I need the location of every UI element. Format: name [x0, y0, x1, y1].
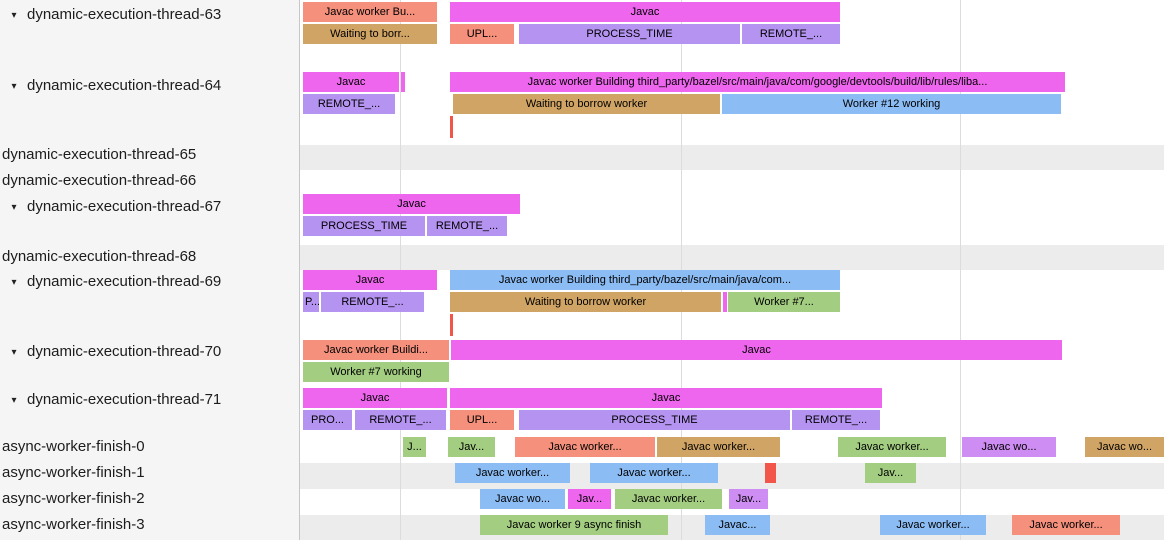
slice-bar[interactable]: Javac worker Building third_party/bazel/… [450, 72, 1065, 92]
slice-bar[interactable]: Javac [303, 72, 399, 92]
slice-bar[interactable]: Jav... [865, 463, 916, 483]
slice-bar[interactable]: Worker #7 working [303, 362, 449, 382]
slice-bar[interactable]: Javac worker... [657, 437, 780, 457]
slice-bar[interactable]: REMOTE_... [792, 410, 880, 430]
track-name: async-worker-finish-3 [2, 516, 145, 533]
row-band [300, 145, 1164, 170]
slice-bar[interactable]: Javac worker... [615, 489, 722, 509]
collapse-arrow-icon[interactable]: ▾ [11, 347, 17, 358]
slice-bar[interactable]: Worker #12 working [722, 94, 1061, 114]
slice-bar[interactable]: Jav... [448, 437, 495, 457]
track-label[interactable]: async-worker-finish-2 [0, 488, 145, 510]
slice-bar[interactable]: Javac [450, 2, 840, 22]
track-label[interactable]: dynamic-execution-thread-68 [0, 246, 196, 268]
slice-bar[interactable]: Jav... [568, 489, 611, 509]
slice-bar[interactable]: Javac worker... [590, 463, 718, 483]
slice-bar[interactable]: Javac... [705, 515, 770, 535]
slice-bar[interactable]: Javac [451, 340, 1062, 360]
slice-bar[interactable]: Javac worker Building third_party/bazel/… [450, 270, 840, 290]
slice-bar[interactable]: PROCESS_TIME [303, 216, 425, 236]
track-label[interactable]: ▾ dynamic-execution-thread-69 [0, 271, 221, 293]
slice-bar[interactable]: Javac worker... [1012, 515, 1120, 535]
slice-bar[interactable] [401, 72, 405, 92]
collapse-arrow-icon[interactable]: ▾ [11, 277, 17, 288]
track-label-column: ▾ dynamic-execution-thread-63 ▾ dynamic-exe… [0, 0, 300, 540]
slice-bar[interactable]: Javac [303, 270, 437, 290]
slice-bar[interactable]: Javac [450, 388, 882, 408]
track-name: dynamic-execution-thread-63 [27, 6, 222, 23]
track-label[interactable]: dynamic-execution-thread-65 [0, 144, 196, 166]
timeline-canvas[interactable]: Javac worker Bu... Javac Waiting to borr..… [300, 0, 1164, 540]
track-label[interactable]: dynamic-execution-thread-66 [0, 170, 196, 192]
slice-bar[interactable]: PROCESS_TIME [519, 24, 740, 44]
track-name: dynamic-execution-thread-70 [27, 343, 222, 360]
marker-tick [450, 314, 453, 336]
slice-bar[interactable]: Javac wo... [480, 489, 565, 509]
track-name: async-worker-finish-0 [2, 438, 145, 455]
slice-bar[interactable]: Javac worker... [880, 515, 986, 535]
track-label[interactable]: ▾ dynamic-execution-thread-67 [0, 196, 221, 218]
slice-bar[interactable]: Javac wo... [962, 437, 1056, 457]
track-label[interactable]: ▾ dynamic-execution-thread-63 [0, 4, 221, 26]
track-name: dynamic-execution-thread-68 [2, 248, 197, 265]
slice-bar[interactable]: Waiting to borrow worker [453, 94, 720, 114]
slice-bar[interactable]: Javac [303, 194, 520, 214]
slice-bar[interactable]: REMOTE_... [355, 410, 446, 430]
slice-bar[interactable]: Javac wo... [1085, 437, 1164, 457]
slice-bar[interactable]: Waiting to borr... [303, 24, 437, 44]
slice-bar[interactable]: Javac worker... [515, 437, 655, 457]
track-name: dynamic-execution-thread-64 [27, 77, 222, 94]
collapse-arrow-icon[interactable]: ▾ [11, 81, 17, 92]
marker-tick [450, 116, 453, 138]
slice-bar[interactable]: Javac [303, 388, 447, 408]
slice-bar[interactable]: REMOTE_... [303, 94, 395, 114]
track-label[interactable]: async-worker-finish-3 [0, 514, 145, 536]
track-name: dynamic-execution-thread-65 [2, 146, 197, 163]
collapse-arrow-icon[interactable]: ▾ [11, 10, 17, 21]
slice-bar[interactable]: J... [403, 437, 426, 457]
slice-bar[interactable]: UPL... [450, 410, 514, 430]
track-label[interactable]: ▾ dynamic-execution-thread-70 [0, 341, 221, 363]
track-label[interactable]: ▾ dynamic-execution-thread-71 [0, 389, 221, 411]
slice-bar[interactable]: Javac worker... [838, 437, 946, 457]
track-name: dynamic-execution-thread-69 [27, 273, 222, 290]
slice-bar[interactable]: PRO... [303, 410, 352, 430]
slice-bar[interactable]: Javac worker Bu... [303, 2, 437, 22]
grid-line [960, 0, 961, 540]
row-band [300, 245, 1164, 270]
track-label[interactable]: ▾ dynamic-execution-thread-64 [0, 75, 221, 97]
slice-bar[interactable]: REMOTE_... [742, 24, 840, 44]
track-label[interactable]: async-worker-finish-1 [0, 462, 145, 484]
slice-bar[interactable]: Waiting to borrow worker [450, 292, 721, 312]
slice-bar[interactable]: Javac worker 9 async finish [480, 515, 668, 535]
track-name: dynamic-execution-thread-66 [2, 172, 197, 189]
slice-bar[interactable]: Worker #7... [728, 292, 840, 312]
slice-bar[interactable]: P... [303, 292, 319, 312]
track-name: dynamic-execution-thread-67 [27, 198, 222, 215]
slice-bar[interactable]: Jav... [729, 489, 768, 509]
row-band [300, 463, 1164, 489]
slice-bar[interactable] [765, 463, 776, 483]
track-name: async-worker-finish-2 [2, 490, 145, 507]
slice-bar[interactable] [723, 292, 727, 312]
collapse-arrow-icon[interactable]: ▾ [11, 202, 17, 213]
slice-bar[interactable]: PROCESS_TIME [519, 410, 790, 430]
slice-bar[interactable]: UPL... [450, 24, 514, 44]
slice-bar[interactable]: REMOTE_... [321, 292, 424, 312]
track-label[interactable]: async-worker-finish-0 [0, 436, 145, 458]
track-name: dynamic-execution-thread-71 [27, 391, 222, 408]
slice-bar[interactable]: Javac worker... [455, 463, 570, 483]
collapse-arrow-icon[interactable]: ▾ [11, 395, 17, 406]
slice-bar[interactable]: REMOTE_... [427, 216, 507, 236]
track-name: async-worker-finish-1 [2, 464, 145, 481]
slice-bar[interactable]: Javac worker Buildi... [303, 340, 449, 360]
